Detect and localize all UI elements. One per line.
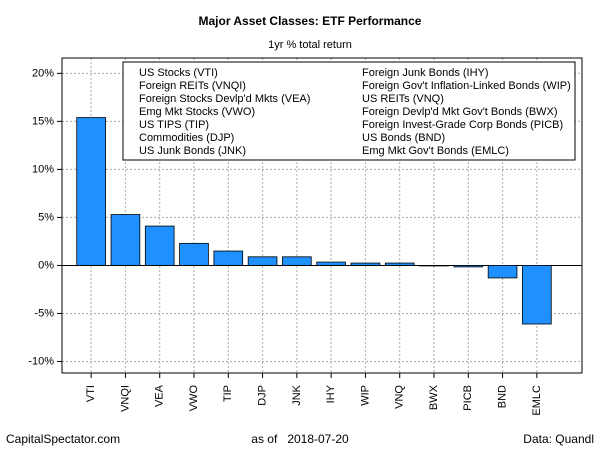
- legend-entry: Foreign Junk Bonds (IHY): [362, 67, 489, 79]
- bar: [179, 242, 209, 266]
- bar: [350, 262, 381, 266]
- y-tick-label: 0%: [38, 259, 54, 271]
- x-tick-label: BND: [496, 385, 508, 408]
- bar: [419, 265, 449, 267]
- bar: [316, 261, 346, 266]
- bar: [76, 117, 106, 266]
- legend-entry: US Bonds (BND): [362, 132, 445, 144]
- bar: [247, 256, 278, 266]
- x-tick-label: TIP: [222, 385, 234, 402]
- bar: [487, 265, 518, 279]
- bar: [213, 250, 244, 266]
- y-tick-label: 5%: [38, 211, 54, 223]
- x-tick-label: VEA: [154, 384, 166, 407]
- legend-entry: US Junk Bonds (JNK): [139, 145, 246, 157]
- x-tick-label: EMLC: [531, 385, 543, 416]
- footer-left: CapitalSpectator.com: [6, 432, 120, 446]
- legend-entry: US Stocks (VTI): [139, 67, 218, 79]
- x-tick-label: WIP: [359, 385, 371, 406]
- plot-frame: [61, 57, 583, 374]
- x-tick-label: PICB: [462, 385, 474, 411]
- footer-right: Data: Quandl: [523, 432, 594, 446]
- bar: [384, 262, 415, 266]
- bar: [522, 265, 552, 325]
- x-tick-label: IHY: [325, 384, 337, 403]
- legend-entry: Foreign REITs (VNQI): [139, 80, 246, 92]
- x-tick-label: VTI: [85, 385, 97, 402]
- legend-entry: Emg Mkt Stocks (VWO): [139, 106, 255, 118]
- y-tick-label: -5%: [34, 307, 54, 319]
- x-tick-label: VNQ: [394, 385, 406, 409]
- bar: [282, 256, 312, 266]
- legend-entry: Emg Mkt Gov't Bonds (EMLC): [362, 145, 509, 157]
- bar: [453, 265, 484, 268]
- bar: [110, 214, 141, 266]
- y-tick-label: 15%: [32, 115, 54, 127]
- legend-entry: Foreign Devlp'd Mkt Gov't Bonds (BWX): [362, 106, 558, 118]
- legend-entry: Foreign Stocks Devlp'd Mkts (VEA): [139, 93, 310, 105]
- legend-box: [122, 61, 576, 161]
- legend-entry: Commodities (DJP): [139, 132, 234, 144]
- x-tick-label: DJP: [256, 385, 268, 406]
- chart-title: Major Asset Classes: ETF Performance: [199, 14, 422, 28]
- bar: [144, 225, 175, 266]
- chart-subtitle: 1yr % total return: [268, 39, 352, 51]
- x-tick-label: JNK: [291, 384, 303, 405]
- footer-center: as of 2018-07-20: [251, 432, 349, 446]
- legend-entry: Foreign Invest-Grade Corp Bonds (PICB): [362, 119, 563, 131]
- y-tick-label: -10%: [28, 355, 54, 367]
- legend-entry: US TIPS (TIP): [139, 119, 209, 131]
- x-tick-label: VWO: [188, 385, 200, 412]
- legend-entry: US REITs (VNQ): [362, 93, 444, 105]
- y-tick-label: 10%: [32, 163, 54, 175]
- x-tick-label: VNQI: [119, 385, 131, 412]
- legend-entry: Foreign Gov't Inflation-Linked Bonds (WI…: [362, 80, 571, 92]
- x-tick-label: BWX: [428, 384, 440, 410]
- y-tick-label: 20%: [32, 67, 54, 79]
